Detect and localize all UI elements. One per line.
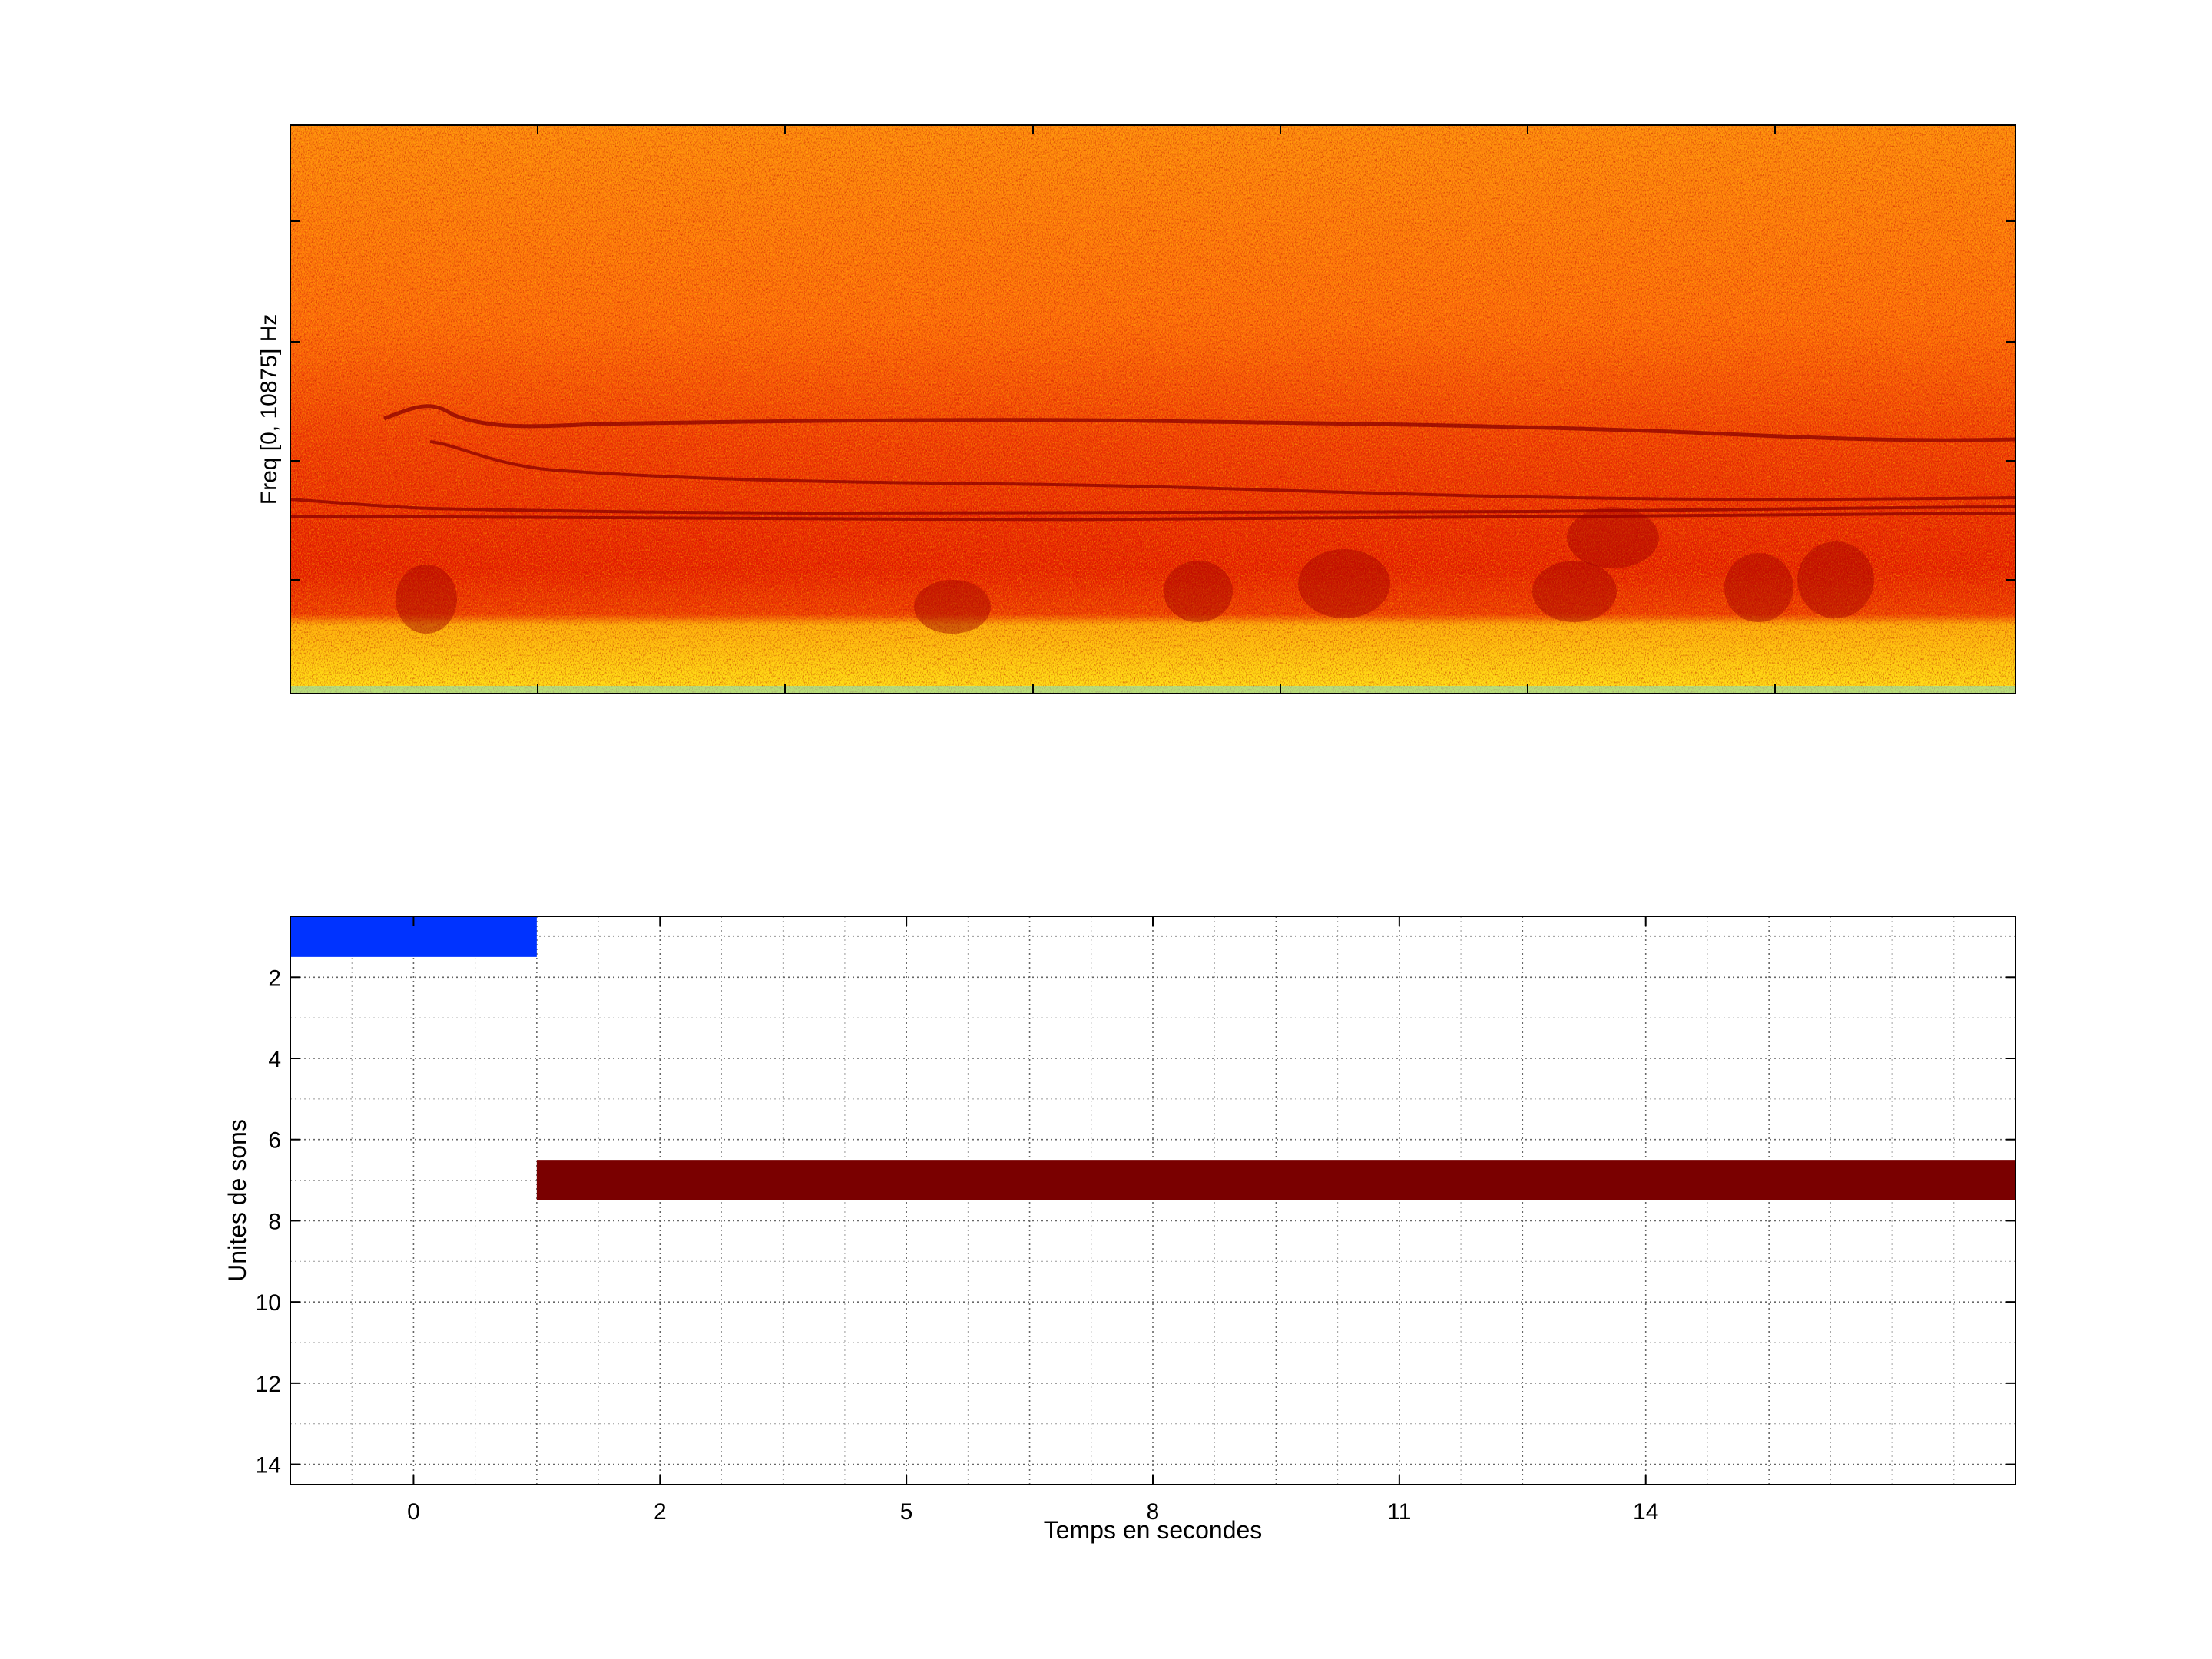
dark-patch — [396, 565, 457, 634]
dark-patch — [914, 580, 991, 634]
spectrogram-noise-dark — [290, 125, 2015, 694]
units-ticks — [290, 916, 2015, 1485]
spectrogram-lowest-band — [290, 686, 2015, 694]
dark-patch — [1724, 553, 1793, 622]
dark-patch — [1797, 541, 1874, 618]
y-tick-label: 12 — [256, 1372, 281, 1397]
y-tick-label: 4 — [268, 1047, 281, 1072]
harmonic-line — [383, 404, 2015, 442]
spectrogram-axes-box — [290, 124, 2016, 694]
harmonic-line — [429, 440, 2015, 502]
units-ylabel: Unites de sons — [224, 1119, 251, 1282]
units-xlabel: Temps en secondes — [1044, 1516, 1263, 1544]
harmonic-line — [290, 512, 2015, 522]
sound-units-panel: 0 2 5 8 11 14 2 4 6 8 10 12 14 Temps en secondes Un… — [224, 916, 2016, 1544]
units-segments — [290, 916, 2015, 1200]
dark-patch — [1567, 507, 1659, 568]
x-tick-label: 2 — [654, 1499, 667, 1525]
y-tick-label: 2 — [268, 965, 281, 991]
harmonic-line — [290, 498, 2015, 515]
dark-patch — [1164, 561, 1233, 622]
x-tick-label: 0 — [407, 1499, 420, 1525]
spectrogram-ticks — [290, 125, 2015, 694]
dark-patch — [1298, 549, 1390, 618]
spectrogram-ylabel: Freq [0, 10875] Hz — [257, 314, 282, 505]
y-tick-label: 8 — [268, 1209, 281, 1234]
units-y-tick-labels: 2 4 6 8 10 12 14 — [256, 965, 281, 1478]
x-tick-label: 5 — [900, 1499, 913, 1525]
units-x-tick-labels: 0 2 5 8 11 14 — [407, 1499, 1658, 1525]
spectrogram-dark-patches — [396, 507, 1874, 634]
x-tick-label: 8 — [1147, 1499, 1160, 1525]
y-tick-label: 10 — [256, 1290, 281, 1316]
spectrogram-harmonics — [290, 404, 2015, 522]
x-tick-label: 14 — [1633, 1499, 1658, 1525]
unit-segment-bar — [536, 1160, 2015, 1200]
units-grid — [290, 916, 2015, 1485]
spectrogram-image — [290, 125, 2015, 694]
x-tick-label: 11 — [1387, 1499, 1411, 1525]
spectrogram-panel: Freq [0, 10875] Hz — [257, 124, 2016, 694]
y-tick-label: 6 — [268, 1128, 281, 1154]
dark-patch — [1532, 561, 1617, 622]
y-tick-label: 14 — [256, 1453, 281, 1479]
